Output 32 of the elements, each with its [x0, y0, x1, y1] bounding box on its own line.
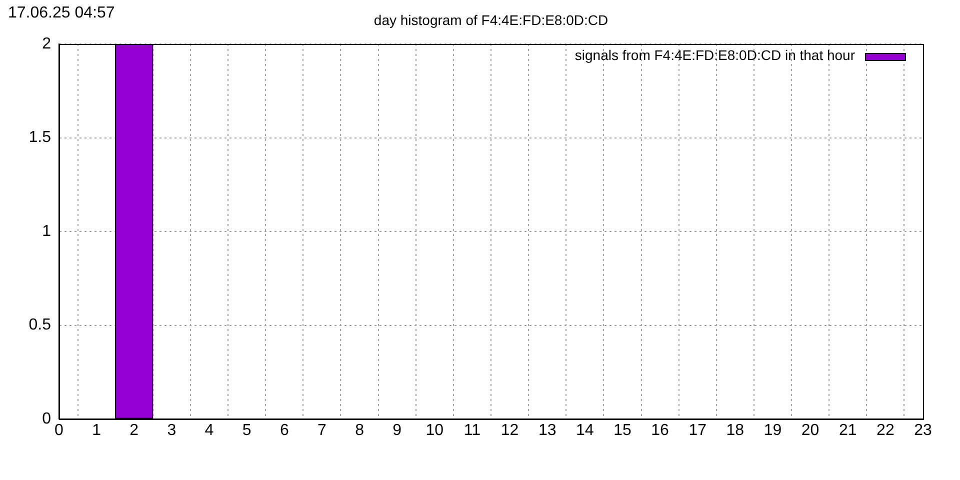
x-tick-label: 2: [130, 422, 139, 440]
y-tick-label: 1: [42, 222, 52, 240]
x-tick-label: 13: [538, 422, 556, 440]
x-tick-label: 0: [54, 422, 64, 440]
x-tick-label: 21: [838, 422, 857, 440]
x-tick-label: 12: [500, 422, 519, 440]
y-tick-label: 1.5: [28, 129, 52, 146]
x-tick-label: 3: [167, 422, 176, 440]
x-tick-label: 22: [876, 422, 894, 440]
x-tick-label: 4: [204, 422, 214, 440]
y-tick-label: 2: [42, 35, 52, 52]
x-tick-label: 10: [426, 422, 444, 440]
x-tick-label: 23: [914, 422, 932, 440]
x-tick-label: 17: [688, 422, 707, 440]
x-tick-label: 16: [651, 422, 670, 440]
x-tick-label: 8: [355, 422, 364, 440]
x-tick-label: 9: [392, 422, 402, 440]
x-tick-label: 19: [764, 422, 782, 440]
x-tick-label: 5: [242, 422, 252, 440]
y-tick-label: 0.5: [28, 316, 52, 334]
x-tick-label: 11: [464, 422, 481, 440]
legend-label: signals from F4:4E:FD:E8:0D:CD in that hour: [574, 46, 856, 63]
x-tick-label: 18: [726, 422, 744, 440]
x-tick-label: 6: [280, 422, 289, 440]
chart-title: day histogram of F4:4E:FD:E8:0D:CD: [374, 12, 608, 28]
x-tick-label: 14: [576, 422, 594, 440]
x-tick-label: 7: [318, 422, 327, 440]
y-tick-label: 0: [42, 410, 52, 428]
x-tick-label: 15: [614, 422, 632, 440]
x-tick-label: 1: [92, 422, 102, 440]
x-tick-label: 20: [801, 422, 820, 440]
text: 17.06.25 04:57: [8, 4, 115, 22]
